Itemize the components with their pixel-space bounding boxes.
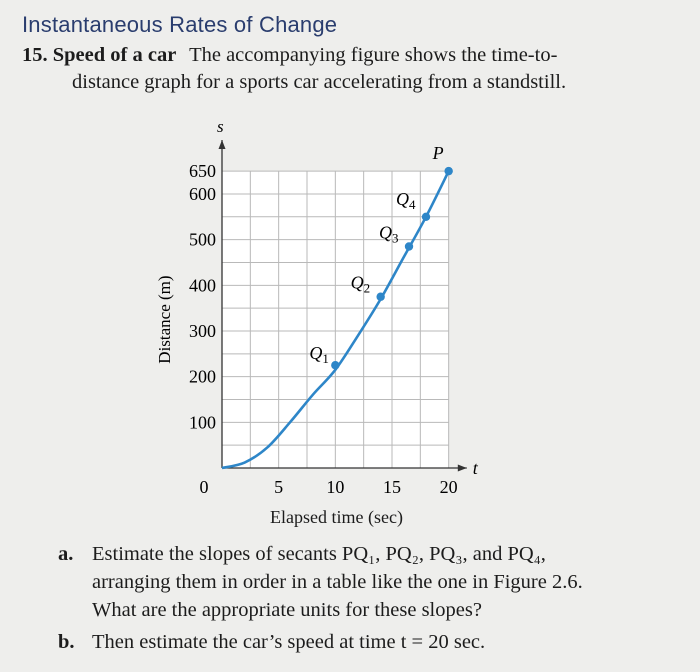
point-q2 bbox=[376, 292, 385, 301]
question-b: b. Then estimate the car’s speed at time… bbox=[58, 628, 683, 656]
y-tick-label: 500 bbox=[189, 230, 216, 250]
question-a-line3: What are the appropriate units for these… bbox=[92, 599, 482, 621]
point-p bbox=[444, 166, 453, 176]
x-tick-label: 10 bbox=[326, 477, 344, 497]
question-b-letter: b. bbox=[58, 631, 75, 653]
point-q1 bbox=[331, 361, 340, 370]
x-axis-title: Elapsed time (sec) bbox=[270, 507, 403, 527]
x-axis-letter: t bbox=[473, 458, 479, 478]
question-a-letter: a. bbox=[58, 543, 74, 565]
x-tick-label: 15 bbox=[383, 477, 401, 497]
question-a: a. Estimate the slopes of secants PQ₁, P… bbox=[58, 540, 683, 624]
problem-statement-line1: The accompanying figure shows the time-t… bbox=[189, 44, 558, 66]
x-axis-arrow bbox=[457, 464, 467, 472]
x-tick-label: 5 bbox=[274, 477, 283, 497]
x-tick-label: 20 bbox=[440, 477, 458, 497]
y-axis-arrow bbox=[218, 140, 226, 149]
point-q3 bbox=[404, 242, 414, 251]
y-tick-label: 600 bbox=[189, 184, 216, 204]
y-axis-letter: s bbox=[217, 117, 224, 136]
section-title: Instantaneous Rates of Change bbox=[22, 12, 338, 37]
question-a-line2: arranging them in order in a table like … bbox=[92, 571, 583, 593]
problem-statement: 15. Speed of a car The accompanying figu… bbox=[22, 42, 682, 96]
grid bbox=[222, 170, 450, 468]
point-q4 bbox=[421, 212, 431, 222]
y-tick-label: 650 bbox=[189, 161, 216, 181]
problem-statement-line2: distance graph for a sports car accelera… bbox=[72, 71, 567, 93]
problem-title: Speed of a car bbox=[52, 44, 177, 66]
y-tick-label: 400 bbox=[189, 275, 216, 295]
point-label-p: P bbox=[432, 143, 444, 163]
x-tick-label: 0 bbox=[200, 477, 209, 497]
y-tick-label: 100 bbox=[189, 412, 216, 432]
problem-number: 15. bbox=[22, 44, 48, 66]
question-a-line1: Estimate the slopes of secants PQ₁, PQ₂,… bbox=[92, 543, 546, 565]
question-b-line1: Then estimate the car’s speed at time t … bbox=[92, 631, 486, 653]
y-axis-title: Distance (m) bbox=[155, 275, 174, 363]
y-tick-label: 200 bbox=[189, 367, 216, 387]
y-tick-label: 300 bbox=[189, 321, 216, 341]
